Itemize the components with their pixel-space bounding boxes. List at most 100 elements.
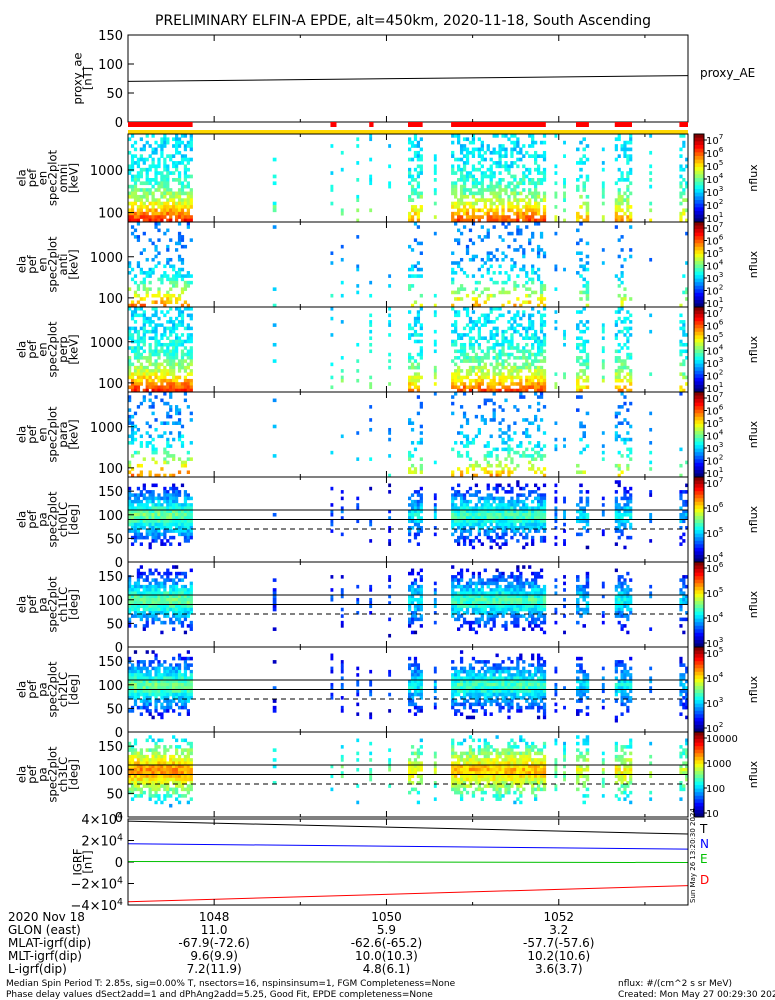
spectrogram-cell xyxy=(519,267,523,272)
colorbar-segment xyxy=(694,229,704,234)
spectrogram-cell xyxy=(408,382,412,386)
spectrogram-cell xyxy=(166,575,170,579)
spectrogram-cell xyxy=(465,174,470,179)
spectrogram-cell xyxy=(166,181,170,186)
spectrogram-cell xyxy=(542,516,547,520)
spectrogram-cell xyxy=(183,611,188,615)
spectrogram-cell xyxy=(617,238,621,242)
spectrogram-cell xyxy=(626,218,630,223)
spectrogram-cell xyxy=(130,421,135,425)
spectrogram-cell xyxy=(128,522,132,527)
spectrogram-cell xyxy=(419,601,423,605)
spectrogram-cell xyxy=(483,503,487,507)
spectrogram-cell xyxy=(433,365,437,370)
spectrogram-cell xyxy=(480,178,484,182)
spectrogram-cell xyxy=(433,231,437,236)
spectrogram-cell xyxy=(649,493,653,497)
spectrogram-cell xyxy=(457,614,461,618)
spectrogram-cell xyxy=(563,512,566,517)
spectrogram-cell xyxy=(419,499,423,504)
spectrogram-cell xyxy=(542,509,547,514)
spectrogram-cell xyxy=(174,284,179,288)
spectrogram-cell xyxy=(128,356,132,360)
colorbar-segment xyxy=(694,381,704,386)
spectrogram-cell xyxy=(183,398,188,403)
spectrogram-cell xyxy=(183,191,188,196)
spectrogram-cell xyxy=(501,535,505,540)
spectrogram-cell xyxy=(128,441,132,445)
spectrogram-cell xyxy=(563,542,566,546)
spectrogram-cell xyxy=(507,208,511,213)
spectrogram-cell xyxy=(626,437,630,442)
spectrogram-cell xyxy=(617,356,621,360)
spectrogram-cell xyxy=(177,297,182,301)
spectrogram-cell xyxy=(139,503,143,507)
spectrogram-cell xyxy=(177,421,182,425)
spectrogram-cell xyxy=(519,499,523,504)
spectrogram-cell xyxy=(174,211,179,216)
spectrogram-cell xyxy=(480,174,484,179)
spectrogram-cell xyxy=(163,620,167,625)
spectrogram-cell xyxy=(536,303,541,308)
spectrogram-cell xyxy=(477,594,481,599)
spectrogram-cell xyxy=(480,194,484,199)
spectrogram-cell xyxy=(410,591,415,595)
spectrogram-cell xyxy=(626,174,630,179)
spectrogram-cell xyxy=(457,601,461,605)
y-tick-label: 1000 xyxy=(90,421,123,436)
spectrogram-cell xyxy=(151,194,155,199)
spectrogram-cell xyxy=(163,329,167,334)
spectrogram-cell xyxy=(474,287,479,291)
spectrogram-cell xyxy=(148,532,152,537)
spectrogram-cell xyxy=(536,191,541,196)
spectrogram-cell xyxy=(154,532,158,537)
spectrogram-cell xyxy=(623,140,627,145)
spectrogram-cell xyxy=(474,506,479,510)
spectrogram-cell xyxy=(419,154,423,158)
spectrogram-cell xyxy=(454,617,458,622)
spectrogram-cell xyxy=(528,349,532,354)
spectrogram-cell xyxy=(413,447,418,452)
spectrogram-cell xyxy=(563,194,566,199)
spectrogram-cell xyxy=(623,496,627,501)
spectrogram-cell xyxy=(563,539,566,543)
spectrogram-cell xyxy=(419,470,423,475)
spectrogram-cell xyxy=(483,454,487,458)
spectrogram-cell xyxy=(340,594,344,599)
spectrogram-cell xyxy=(369,522,373,527)
spectrogram-cell xyxy=(419,431,423,435)
spectrogram-cell xyxy=(623,545,627,550)
spectrogram-cell xyxy=(477,620,481,625)
spectrogram-cell xyxy=(495,535,499,540)
spectrogram-cell xyxy=(177,359,182,363)
spectrogram-cell xyxy=(620,307,624,311)
spectrogram-cell xyxy=(542,431,547,435)
spectrogram-cell xyxy=(451,329,455,334)
spectrogram-cell xyxy=(582,307,586,311)
ylabel-ch0LC-line: pa xyxy=(35,512,49,526)
spectrogram-cell xyxy=(585,178,590,182)
spectrogram-cell xyxy=(536,450,541,455)
spectrogram-cell xyxy=(486,526,490,530)
spectrogram-cell xyxy=(629,457,633,461)
spectrogram-cell xyxy=(498,349,502,354)
spectrogram-cell xyxy=(157,516,161,520)
spectrogram-cell xyxy=(459,359,464,363)
spectrogram-cell xyxy=(183,607,188,612)
spectrogram-cell xyxy=(136,261,141,265)
spectrogram-cell xyxy=(133,532,138,537)
spectrogram-cell xyxy=(128,395,132,399)
spectrogram-cell xyxy=(525,516,529,520)
spectrogram-cell xyxy=(462,201,467,206)
spectrogram-cell xyxy=(416,512,421,517)
spectrogram-cell xyxy=(519,181,523,186)
spectrogram-cell xyxy=(528,375,532,380)
spectrogram-cell xyxy=(356,178,360,182)
spectrogram-cell xyxy=(614,509,618,514)
spectrogram-cell xyxy=(579,490,583,494)
spectrogram-cell xyxy=(169,218,173,223)
spectrogram-cell xyxy=(495,326,499,331)
spectrogram-cell xyxy=(489,257,493,262)
spectrogram-cell xyxy=(525,535,529,540)
spectrogram-cell xyxy=(462,208,467,213)
